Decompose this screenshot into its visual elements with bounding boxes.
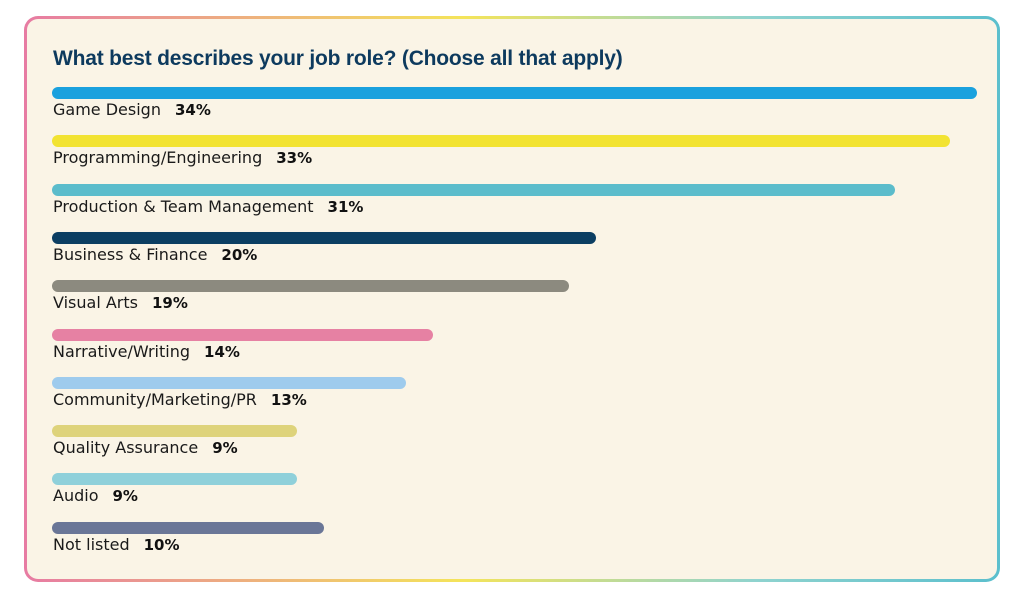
category-label: Production & Team Management <box>53 196 314 216</box>
bar <box>52 135 950 148</box>
bar-row: Business & Finance 20% <box>52 231 982 272</box>
category-label: Quality Assurance <box>53 438 199 458</box>
value-label: 33% <box>276 149 313 168</box>
value-label: 19% <box>151 294 188 313</box>
value-label: 14% <box>204 342 240 361</box>
bar-label-line: Visual Arts 19% <box>53 293 188 312</box>
bar-label-line: Production & Team Management 31% <box>53 197 363 216</box>
value-label: 34% <box>174 101 211 119</box>
value-label: 13% <box>270 390 307 409</box>
value-label: 31% <box>327 197 364 216</box>
bar <box>52 231 597 244</box>
bar-label-line: Business & Finance 20% <box>53 245 257 264</box>
bar-label-line: Programming/Engineering 33% <box>53 148 312 167</box>
category-label: Visual Arts <box>53 293 138 313</box>
value-label: 9% <box>112 487 138 506</box>
bar <box>52 425 297 438</box>
bar <box>52 280 569 293</box>
bar <box>52 473 297 486</box>
bar-row: Quality Assurance 9% <box>52 425 982 465</box>
bar-row: Production & Team Management 31% <box>52 183 982 224</box>
bar <box>52 376 406 389</box>
bar-row: Audio 9% <box>52 473 982 513</box>
bar-label-line: Audio 9% <box>53 486 138 505</box>
category-label: Programming/Engineering <box>53 148 263 168</box>
chart-title: What best describes your job role? (Choo… <box>53 47 623 70</box>
bar-label-line: Not listed 10% <box>53 535 180 554</box>
bar-row: Game Design 34% <box>52 87 982 127</box>
bar-row: Programming/Engineering 33% <box>52 135 982 175</box>
bar-label-line: Game Design 34% <box>53 100 211 119</box>
bar-label-line: Narrative/Writing 14% <box>53 342 240 361</box>
bar <box>52 521 325 534</box>
category-label: Community/Marketing/PR <box>53 389 257 409</box>
bar-row: Narrative/Writing 14% <box>52 328 982 369</box>
bar-row: Visual Arts 19% <box>52 280 982 320</box>
chart-frame: What best describes your job role? (Choo… <box>24 16 1000 582</box>
chart-card: What best describes your job role? (Choo… <box>27 19 997 579</box>
category-label: Game Design <box>53 100 161 119</box>
bar <box>52 328 433 341</box>
category-label: Audio <box>53 486 99 506</box>
value-label: 9% <box>212 439 238 458</box>
bar <box>52 183 896 196</box>
category-label: Business & Finance <box>53 244 208 264</box>
category-label: Narrative/Writing <box>53 341 191 361</box>
bar-label-line: Quality Assurance 9% <box>53 438 238 457</box>
bar <box>52 87 977 99</box>
bar-row: Not listed 10% <box>52 521 982 562</box>
value-label: 10% <box>143 535 180 554</box>
category-label: Not listed <box>53 534 130 554</box>
value-label: 20% <box>221 245 258 264</box>
bar-row: Community/Marketing/PR 13% <box>52 376 982 417</box>
bar-label-line: Community/Marketing/PR 13% <box>53 390 307 409</box>
